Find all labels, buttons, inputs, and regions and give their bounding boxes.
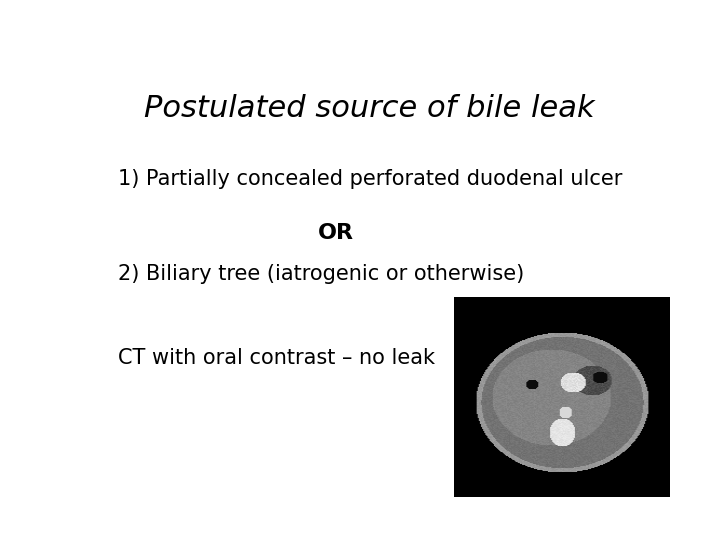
Text: OR: OR — [318, 223, 354, 243]
Text: 2) Biliary tree (iatrogenic or otherwise): 2) Biliary tree (iatrogenic or otherwise… — [118, 265, 524, 285]
Text: CT with oral contrast – no leak: CT with oral contrast – no leak — [118, 348, 435, 368]
Text: Postulated source of bile leak: Postulated source of bile leak — [144, 94, 594, 123]
Text: 1) Partially concealed perforated duodenal ulcer: 1) Partially concealed perforated duoden… — [118, 168, 622, 189]
